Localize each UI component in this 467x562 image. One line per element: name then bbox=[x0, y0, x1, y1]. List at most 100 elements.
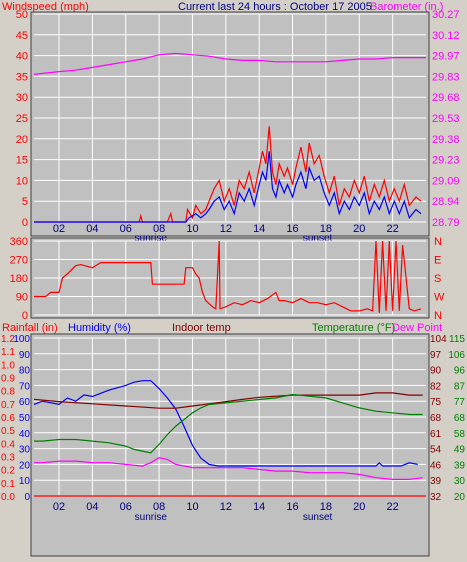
temp-x-tick-label: 14 bbox=[253, 501, 265, 513]
temp-sunset-label: sunset bbox=[303, 512, 333, 523]
temp-series-line-3 bbox=[34, 393, 423, 454]
wind-sunset-label: sunset bbox=[303, 233, 333, 244]
barometer-tick-label: 30.27 bbox=[432, 9, 460, 21]
rainfall-tick-label: 0.9 bbox=[1, 374, 15, 385]
rainfall-tick-label: 0.0 bbox=[1, 492, 15, 503]
barometer-tick-label: 29.53 bbox=[432, 113, 460, 125]
rainfall-tick-label: 0.4 bbox=[1, 439, 15, 450]
wind-x-tick-label: 16 bbox=[286, 223, 298, 235]
legend-label: Humidity (%) bbox=[68, 322, 131, 334]
indoor-temp-tick-label: 54 bbox=[430, 445, 442, 456]
rainfall-tick-label: 0.3 bbox=[1, 453, 15, 464]
wind-x-tick-label: 22 bbox=[387, 223, 399, 235]
wind-x-tick-label: 08 bbox=[153, 223, 165, 235]
temp-x-tick-label: 06 bbox=[120, 501, 132, 513]
temp-x-tick-label: 10 bbox=[186, 501, 198, 513]
wind-sunrise-label: sunrise bbox=[135, 233, 168, 244]
direction-tick-label: 360 bbox=[10, 236, 28, 248]
compass-tick-label: S bbox=[434, 273, 441, 285]
humidity-tick-label: 80 bbox=[19, 366, 31, 377]
legend-label: Rainfall (in) bbox=[2, 322, 58, 334]
barometer-axis-label: Barometer (in.) bbox=[370, 1, 443, 13]
temperature-tick-label: 87 bbox=[454, 381, 466, 392]
temperature-tick-label: 106 bbox=[448, 350, 465, 361]
humidity-tick-label: 100 bbox=[13, 334, 30, 345]
humidity-tick-label: 30 bbox=[19, 445, 31, 456]
rainfall-tick-label: 0.6 bbox=[1, 413, 15, 424]
temp-x-tick-label: 08 bbox=[153, 501, 165, 513]
humidity-tick-label: 50 bbox=[19, 413, 31, 424]
humidity-tick-label: 90 bbox=[19, 350, 31, 361]
wind-series-line-2 bbox=[33, 52, 426, 75]
temperature-tick-label: 68 bbox=[454, 413, 466, 424]
temp-x-tick-label: 02 bbox=[53, 501, 65, 513]
humidity-tick-label: 10 bbox=[19, 476, 31, 487]
windspeed-tick-label: 0 bbox=[22, 217, 28, 229]
wind-x-tick-label: 20 bbox=[353, 223, 365, 235]
humidity-tick-label: 70 bbox=[19, 381, 31, 392]
windspeed-axis-label: Windspeed (mph) bbox=[2, 1, 89, 13]
indoor-temp-tick-label: 32 bbox=[430, 492, 442, 503]
temperature-tick-label: 77 bbox=[454, 397, 466, 408]
barometer-tick-label: 29.68 bbox=[432, 92, 460, 104]
rainfall-tick-label: 0.7 bbox=[1, 400, 15, 411]
wind-x-tick-label: 02 bbox=[53, 223, 65, 235]
legend-label: Temperature (°F) bbox=[312, 322, 395, 334]
wind-x-tick-label: 04 bbox=[86, 223, 98, 235]
rainfall-tick-label: 0.1 bbox=[1, 479, 15, 490]
humidity-tick-label: 60 bbox=[19, 397, 31, 408]
barometer-tick-label: 29.97 bbox=[432, 51, 460, 63]
indoor-temp-tick-label: 90 bbox=[430, 366, 442, 377]
temp-x-tick-label: 12 bbox=[220, 501, 232, 513]
temp-x-tick-label: 16 bbox=[286, 501, 298, 513]
direction-tick-label: 270 bbox=[10, 255, 28, 267]
indoor-temp-tick-label: 68 bbox=[430, 413, 442, 424]
indoor-temp-tick-label: 104 bbox=[430, 334, 447, 345]
rainfall-tick-label: 0.8 bbox=[1, 387, 15, 398]
direction-series-line-0 bbox=[34, 240, 422, 313]
barometer-tick-label: 29.09 bbox=[432, 175, 460, 187]
temp-x-tick-label: 20 bbox=[353, 501, 365, 513]
panel-frame-1 bbox=[30, 11, 430, 237]
temp-series-line-4 bbox=[34, 457, 423, 480]
rainfall-tick-label: 0.2 bbox=[1, 466, 15, 477]
indoor-temp-tick-label: 82 bbox=[430, 381, 442, 392]
direction-tick-label: 90 bbox=[16, 292, 28, 304]
barometer-tick-label: 30.12 bbox=[432, 30, 460, 42]
rainfall-tick-label: 1.2 bbox=[1, 334, 15, 345]
wind-x-tick-label: 18 bbox=[320, 223, 332, 235]
temperature-tick-label: 39 bbox=[454, 460, 466, 471]
windspeed-tick-label: 25 bbox=[16, 113, 28, 125]
windspeed-tick-label: 10 bbox=[16, 175, 28, 187]
humidity-tick-label: 40 bbox=[19, 429, 31, 440]
temperature-tick-label: 30 bbox=[454, 476, 466, 487]
windspeed-tick-label: 30 bbox=[16, 92, 28, 104]
compass-tick-label: N bbox=[434, 236, 442, 248]
legend-label: Indoor temp bbox=[172, 322, 231, 334]
windspeed-tick-label: 15 bbox=[16, 155, 28, 167]
barometer-tick-label: 29.38 bbox=[432, 134, 460, 146]
temp-series-line-2 bbox=[33, 392, 423, 409]
barometer-tick-label: 29.23 bbox=[432, 155, 460, 167]
indoor-temp-tick-label: 61 bbox=[430, 429, 442, 440]
windspeed-tick-label: 45 bbox=[16, 30, 28, 42]
direction-tick-label: 180 bbox=[10, 273, 28, 285]
indoor-temp-tick-label: 39 bbox=[430, 476, 442, 487]
windspeed-tick-label: 40 bbox=[16, 51, 28, 63]
wind-x-tick-label: 10 bbox=[186, 223, 198, 235]
indoor-temp-tick-label: 46 bbox=[430, 460, 442, 471]
wind-x-tick-label: 06 bbox=[120, 223, 132, 235]
temperature-tick-label: 96 bbox=[454, 366, 466, 377]
compass-tick-label: E bbox=[434, 255, 441, 267]
compass-tick-label: W bbox=[434, 292, 445, 304]
direction-tick-label: 0 bbox=[22, 310, 28, 322]
rainfall-tick-label: 1.0 bbox=[1, 360, 15, 371]
indoor-temp-tick-label: 97 bbox=[430, 350, 442, 361]
windspeed-tick-label: 20 bbox=[16, 134, 28, 146]
temperature-tick-label: 49 bbox=[454, 445, 466, 456]
rainfall-tick-label: 1.1 bbox=[1, 347, 15, 358]
windspeed-tick-label: 50 bbox=[16, 9, 28, 21]
barometer-tick-label: 28.79 bbox=[432, 217, 460, 229]
windspeed-tick-label: 5 bbox=[22, 196, 28, 208]
